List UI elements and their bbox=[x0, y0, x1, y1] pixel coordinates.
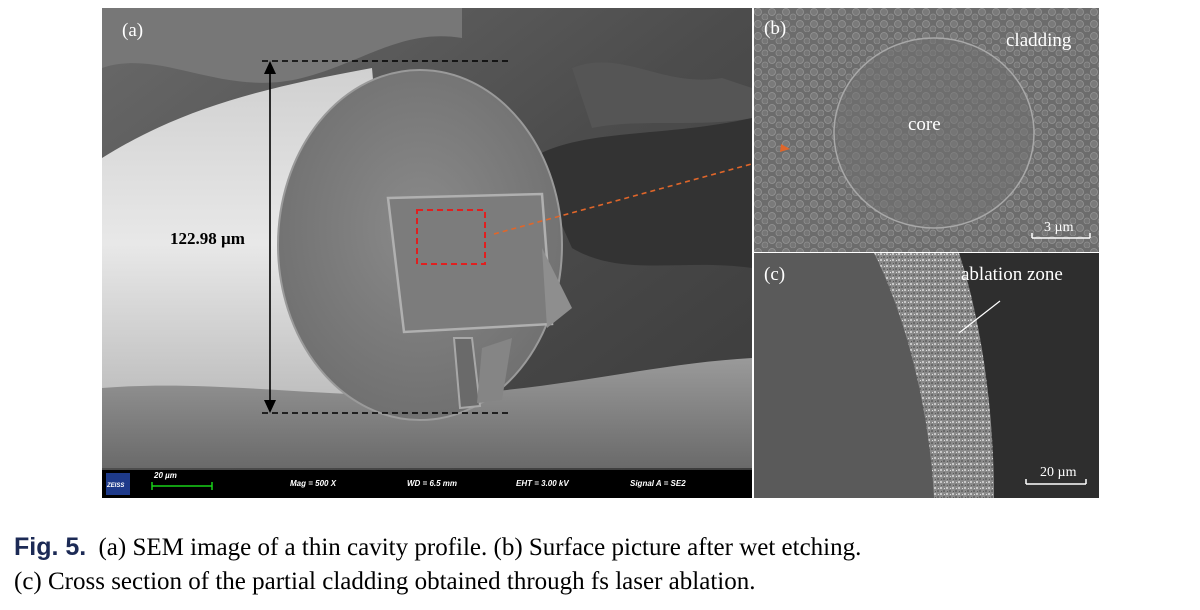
panel-c-label: (c) bbox=[764, 264, 785, 285]
infobar-wd: WD = 6.5 mm bbox=[407, 479, 457, 488]
panel-c-cross-section-image: (c) ablation zone 20 µm bbox=[754, 253, 1099, 498]
infobar-eht: EHT = 3.00 kV bbox=[516, 479, 569, 488]
cladding-label: cladding bbox=[1006, 30, 1072, 51]
ablation-zone-label: ablation zone bbox=[961, 264, 1063, 285]
infobar-signal: Signal A = SE2 bbox=[630, 479, 686, 488]
diameter-measurement-label: 122.98 µm bbox=[170, 229, 245, 248]
caption-line-1: (a) SEM image of a thin cavity profile. … bbox=[98, 534, 862, 561]
panel-b-scale-label: 3 µm bbox=[1044, 220, 1074, 235]
zeiss-logo-text: ZEISS bbox=[106, 483, 124, 489]
panel-b-surface-image: (b) cladding core 3 µm bbox=[754, 8, 1099, 252]
panel-a-label: (a) bbox=[122, 20, 143, 41]
panel-a-sem-image: 122.98 µm (a) ZEISS 20 µm Mag = 500 X WD… bbox=[102, 8, 752, 498]
figure-caption: Fig. 5. (a) SEM image of a thin cavity p… bbox=[14, 530, 1194, 599]
panel-c-scale-label: 20 µm bbox=[1040, 465, 1077, 480]
caption-label: Fig. 5. bbox=[14, 533, 87, 561]
infobar-mag: Mag = 500 X bbox=[290, 479, 337, 488]
caption-line-2: (c) Cross section of the partial claddin… bbox=[14, 568, 756, 595]
infobar-scale-label: 20 µm bbox=[153, 471, 177, 480]
core-label: core bbox=[908, 114, 941, 135]
panel-b-label: (b) bbox=[764, 18, 786, 39]
